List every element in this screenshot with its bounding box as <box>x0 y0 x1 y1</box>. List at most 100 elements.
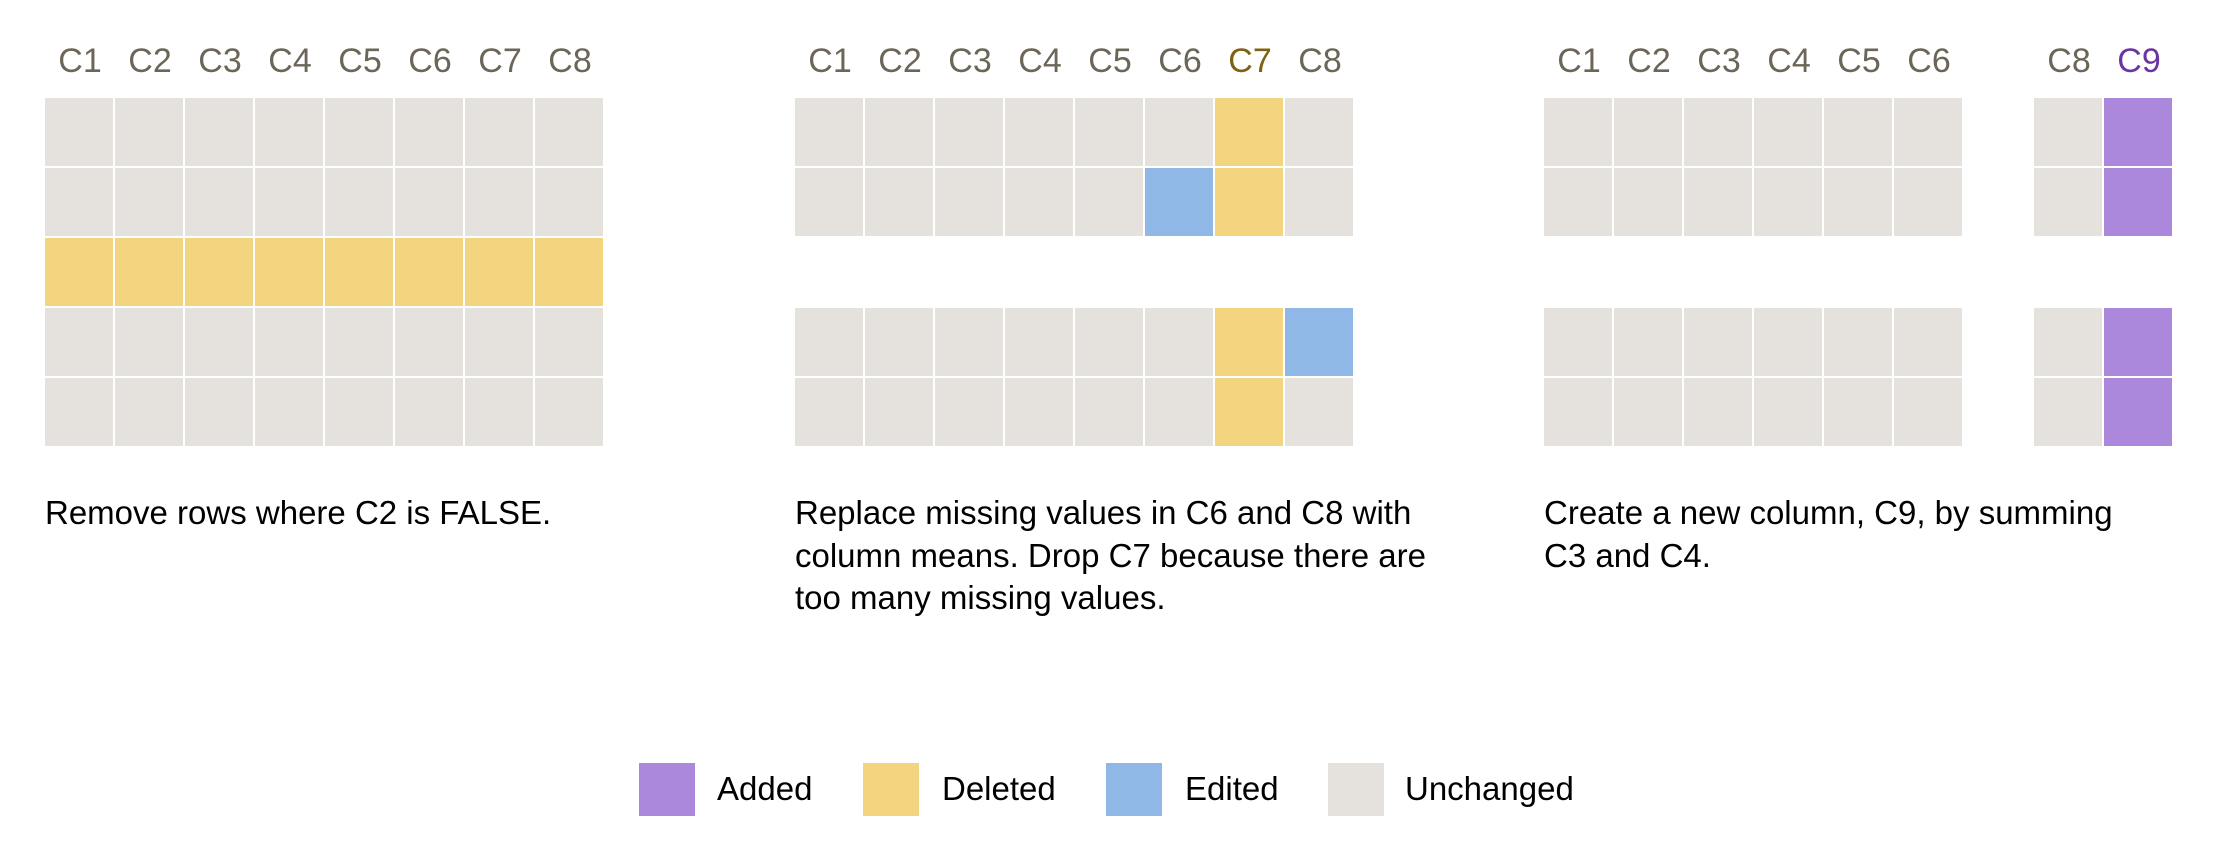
cell-r1-c2 <box>865 98 933 166</box>
column-header-c5: C5 <box>1837 42 1881 80</box>
cell-r1-c8 <box>2034 98 2102 166</box>
column-header-c6: C6 <box>1158 42 1202 80</box>
cell-r4-c6 <box>1145 308 1213 376</box>
legend-swatch-deleted <box>863 763 919 816</box>
cell-r3-c4 <box>255 238 323 306</box>
cell-r2-c3 <box>935 168 1003 236</box>
column-header-c5: C5 <box>338 42 382 80</box>
cell-r5-c3 <box>185 378 253 446</box>
cell-r1-c3 <box>935 98 1003 166</box>
cell-r4-c2 <box>1614 308 1682 376</box>
cell-r1-c2 <box>1614 98 1682 166</box>
cell-r5-c6 <box>1145 378 1213 446</box>
cell-r2-c3 <box>1684 168 1752 236</box>
column-header-c6: C6 <box>1907 42 1951 80</box>
legend-label-unchanged: Unchanged <box>1405 770 1574 807</box>
cell-r4-c5 <box>325 308 393 376</box>
cell-r1-c1 <box>795 98 863 166</box>
cell-r3-c5 <box>325 238 393 306</box>
legend-label-added: Added <box>717 770 813 807</box>
cell-r2-c2 <box>115 168 183 236</box>
column-header-c3: C3 <box>198 42 242 80</box>
cell-r3-c6 <box>395 238 463 306</box>
cell-r2-c4 <box>255 168 323 236</box>
cell-r5-c4 <box>1005 378 1073 446</box>
cell-r1-c1 <box>1544 98 1612 166</box>
cell-r4-c3 <box>1684 308 1752 376</box>
cell-r1-c1 <box>45 98 113 166</box>
cell-r5-c8 <box>535 378 603 446</box>
cell-r3-c7 <box>465 238 533 306</box>
column-header-c8: C8 <box>1298 42 1342 80</box>
cell-r5-c1 <box>1544 378 1612 446</box>
cell-r1-c3 <box>1684 98 1752 166</box>
cell-r1-c4 <box>1754 98 1822 166</box>
cell-r2-c4 <box>1005 168 1073 236</box>
cell-r2-c6 <box>395 168 463 236</box>
column-header-c2: C2 <box>1627 42 1671 80</box>
cell-r3-c2 <box>115 238 183 306</box>
cell-r2-c5 <box>325 168 393 236</box>
cell-r1-c5 <box>1075 98 1143 166</box>
cell-r5-c1 <box>795 378 863 446</box>
column-header-c7: C7 <box>1228 42 1272 80</box>
cell-r2-c2 <box>1614 168 1682 236</box>
column-header-c9: C9 <box>2117 42 2161 80</box>
cell-r3-c1 <box>45 238 113 306</box>
legend-swatch-unchanged <box>1328 763 1384 816</box>
cell-r2-c5 <box>1075 168 1143 236</box>
cell-r2-c1 <box>1544 168 1612 236</box>
cell-r5-c9 <box>2104 378 2172 446</box>
cell-r4-c8 <box>535 308 603 376</box>
cell-r2-c4 <box>1754 168 1822 236</box>
cell-r5-c3 <box>935 378 1003 446</box>
cell-r1-c6 <box>1894 98 1962 166</box>
cell-r4-c1 <box>1544 308 1612 376</box>
cell-r2-c7 <box>465 168 533 236</box>
column-header-c2: C2 <box>878 42 922 80</box>
legend-label-deleted: Deleted <box>942 770 1056 807</box>
cell-r2-c2 <box>865 168 933 236</box>
cell-r5-c2 <box>1614 378 1682 446</box>
column-header-c8: C8 <box>548 42 592 80</box>
legend-swatch-added <box>639 763 695 816</box>
cell-r1-c6 <box>395 98 463 166</box>
cell-r1-c8 <box>1285 98 1353 166</box>
cell-r5-c2 <box>865 378 933 446</box>
cell-r4-c2 <box>865 308 933 376</box>
cell-r4-c7 <box>1215 308 1283 376</box>
cell-r4-c5 <box>1824 308 1892 376</box>
column-header-c1: C1 <box>58 42 102 80</box>
cell-r4-c4 <box>255 308 323 376</box>
cell-r5-c6 <box>395 378 463 446</box>
column-header-c2: C2 <box>128 42 172 80</box>
cell-r2-c8 <box>2034 168 2102 236</box>
cell-r5-c2 <box>115 378 183 446</box>
cell-r2-c8 <box>535 168 603 236</box>
cell-r5-c4 <box>255 378 323 446</box>
column-header-c1: C1 <box>1557 42 1601 80</box>
cell-r3-c3 <box>185 238 253 306</box>
caption: Remove rows where C2 is FALSE. <box>45 494 552 531</box>
cell-r2-c1 <box>795 168 863 236</box>
cell-r4-c8 <box>1285 308 1353 376</box>
cell-r3-c8 <box>535 238 603 306</box>
column-header-c3: C3 <box>1697 42 1741 80</box>
cell-r1-c4 <box>255 98 323 166</box>
cell-r4-c6 <box>395 308 463 376</box>
cell-r4-c7 <box>465 308 533 376</box>
caption: Create a new column, C9, by summing C3 a… <box>1544 494 2113 574</box>
cell-r2-c9 <box>2104 168 2172 236</box>
cell-r4-c1 <box>795 308 863 376</box>
cell-r1-c6 <box>1145 98 1213 166</box>
cell-r4-c6 <box>1894 308 1962 376</box>
cell-r1-c4 <box>1005 98 1073 166</box>
cell-r5-c5 <box>1075 378 1143 446</box>
cell-r1-c9 <box>2104 98 2172 166</box>
cell-r2-c8 <box>1285 168 1353 236</box>
cell-r2-c6 <box>1145 168 1213 236</box>
cell-r4-c1 <box>45 308 113 376</box>
caption: Replace missing values in C6 and C8 with… <box>795 494 1426 616</box>
cell-r5-c6 <box>1894 378 1962 446</box>
column-header-c4: C4 <box>1018 42 1062 80</box>
